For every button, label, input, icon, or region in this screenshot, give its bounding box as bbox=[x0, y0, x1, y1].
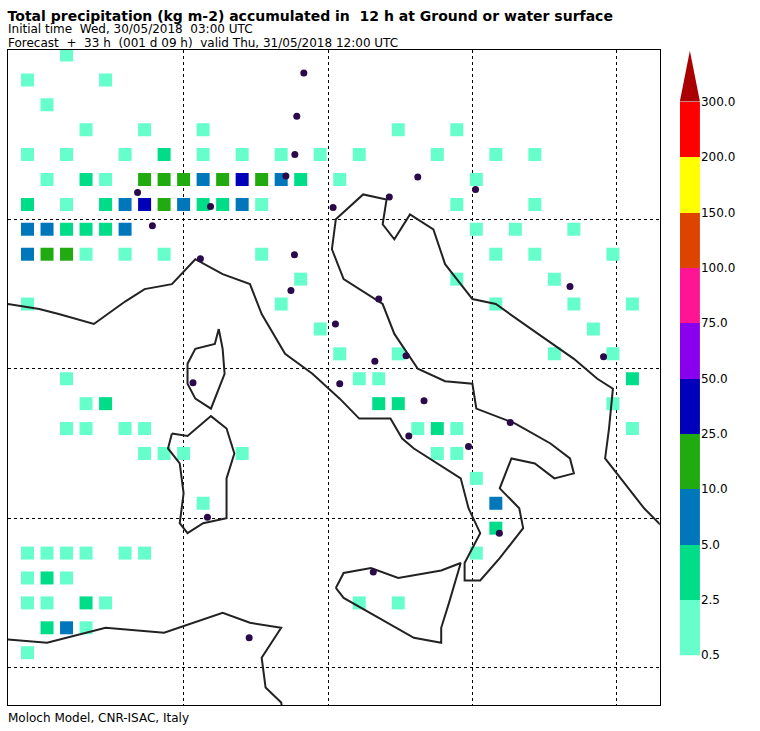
svg-text:300.0: 300.0 bbox=[701, 95, 735, 109]
svg-text:2.5: 2.5 bbox=[701, 593, 720, 607]
svg-text:0.5: 0.5 bbox=[701, 648, 720, 662]
svg-text:Forecast + 33 h (001 d 09 h: Forecast + 33 h (001 d 09 h) valid Thu, … bbox=[8, 36, 398, 50]
svg-text:75.0: 75.0 bbox=[701, 316, 728, 330]
svg-text:Total precipitation (kg m-2) a: Total precipitation (kg m-2) accumulated… bbox=[8, 8, 613, 24]
svg-text:Moloch Model, CNR-ISAC, Italy: Moloch Model, CNR-ISAC, Italy bbox=[8, 711, 189, 725]
svg-text:5.0: 5.0 bbox=[701, 538, 720, 552]
svg-text:100.0: 100.0 bbox=[701, 261, 735, 275]
svg-text:10.0: 10.0 bbox=[701, 482, 728, 496]
svg-text:50.0: 50.0 bbox=[701, 372, 728, 386]
svg-text:200.0: 200.0 bbox=[701, 150, 735, 164]
svg-text:Initial time Wed, 30/05/2018: Initial time Wed, 30/05/2018 03:00 UTC bbox=[8, 22, 253, 36]
svg-text:25.0: 25.0 bbox=[701, 427, 728, 441]
svg-text:150.0: 150.0 bbox=[701, 206, 735, 220]
